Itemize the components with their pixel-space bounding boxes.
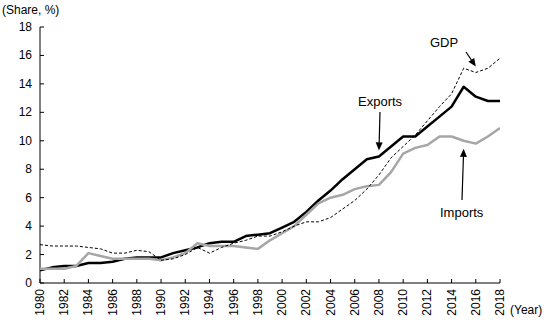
x-tick-label: 1986 [106, 289, 120, 316]
x-tick [282, 279, 283, 283]
y-tick-label: 18 [19, 20, 33, 34]
x-axis [40, 283, 500, 284]
x-tick-label: 1984 [81, 289, 95, 316]
x-tick [427, 279, 428, 283]
x-tick [500, 279, 501, 283]
x-tick-label: 1980 [33, 289, 47, 316]
x-tick-label: 1988 [130, 289, 144, 316]
x-tick-label: 2016 [469, 289, 483, 316]
series-line [40, 87, 500, 270]
annotation: Exports [358, 94, 403, 109]
annotation-arrowhead [468, 58, 475, 67]
y-tick [40, 27, 44, 28]
annotation-arrowhead [376, 142, 383, 150]
x-tick [330, 279, 331, 283]
annotation-arrow [379, 112, 381, 144]
x-tick [306, 279, 307, 283]
x-tick-label: 1992 [178, 289, 192, 316]
x-tick-label: 1990 [154, 289, 168, 316]
y-tick [40, 83, 44, 84]
y-tick [40, 169, 44, 170]
y-tick-label: 6 [25, 191, 32, 205]
x-tick-label: 2006 [348, 289, 362, 316]
y-tick-label: 0 [25, 276, 32, 290]
y-tick-label: 14 [19, 77, 33, 91]
y-tick [40, 226, 44, 227]
x-tick [40, 279, 41, 283]
x-tick [475, 279, 476, 283]
series-line [40, 58, 500, 260]
y-tick [40, 197, 44, 198]
x-tick-label: 1998 [251, 289, 265, 316]
x-tick [64, 279, 65, 283]
y-tick-label: 10 [19, 134, 33, 148]
x-tick [112, 279, 113, 283]
y-tick-label: 4 [25, 219, 32, 233]
x-tick [233, 279, 234, 283]
y-tick-label: 12 [19, 105, 33, 119]
y-tick-label: 2 [25, 248, 32, 262]
y-tick [40, 112, 44, 113]
x-tick [378, 279, 379, 283]
y-tick [40, 254, 44, 255]
x-tick-label: 2012 [420, 289, 434, 316]
x-tick [161, 279, 162, 283]
x-tick [451, 279, 452, 283]
x-tick [209, 279, 210, 283]
annotation: GDP [430, 35, 458, 50]
x-tick [185, 279, 186, 283]
x-tick-label: 1996 [227, 289, 241, 316]
annotation-arrow [462, 155, 463, 200]
x-tick-label: 1982 [57, 289, 71, 316]
x-tick-label: 2014 [445, 289, 459, 316]
x-tick [354, 279, 355, 283]
x-tick [88, 279, 89, 283]
x-tick [257, 279, 258, 283]
x-tick-label: 2002 [299, 289, 313, 316]
y-tick [40, 283, 44, 284]
x-tick [136, 279, 137, 283]
series-line [40, 128, 500, 269]
chart: 0 2 4 6 8 10 12 14 16 18 1980 1982 1984 1986 1988 1990 1… [0, 0, 559, 331]
y-axis-label: (Share, %) [2, 3, 59, 17]
x-tick-label: 2004 [324, 289, 338, 316]
x-tick-label: 1994 [202, 289, 216, 316]
y-tick [40, 140, 44, 141]
y-tick-label: 16 [19, 48, 33, 62]
plot-area [40, 58, 500, 270]
annotation: Imports [440, 205, 484, 220]
y-tick-label: 8 [25, 162, 32, 176]
annotation-arrowhead [460, 149, 467, 157]
x-tick-label: 2000 [275, 289, 289, 316]
x-tick-label: 2018 [493, 289, 507, 316]
x-tick [403, 279, 404, 283]
x-tick-label: 2010 [396, 289, 410, 316]
x-axis-label: (Year) [510, 303, 542, 317]
y-tick [40, 55, 44, 56]
x-tick-label: 2008 [372, 289, 386, 316]
